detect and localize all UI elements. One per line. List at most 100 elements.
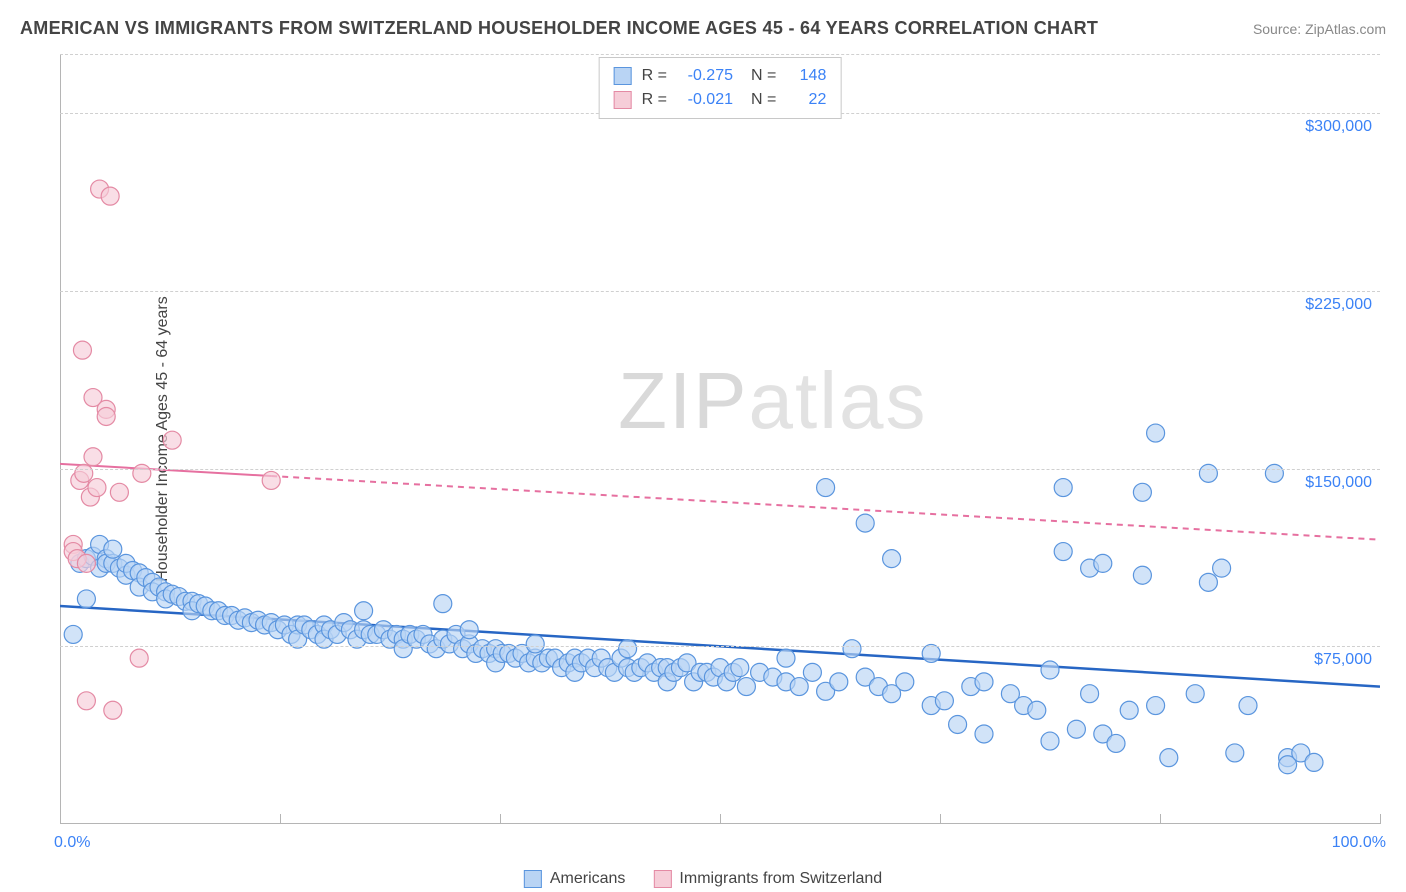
data-point — [790, 678, 808, 696]
x-tick — [720, 814, 721, 824]
x-tick — [280, 814, 281, 824]
data-point — [133, 464, 151, 482]
data-point — [1094, 554, 1112, 572]
legend-swatch — [653, 870, 671, 888]
data-point — [949, 715, 967, 733]
gridline — [60, 291, 1380, 292]
x-min-label: 0.0% — [54, 834, 90, 852]
data-point — [817, 479, 835, 497]
gridline — [60, 646, 1380, 647]
legend-row: R = -0.021 N = 22 — [614, 88, 827, 112]
legend-row: R = -0.275 N = 148 — [614, 64, 827, 88]
data-point — [935, 692, 953, 710]
source-attribution: Source: ZipAtlas.com — [1253, 21, 1386, 37]
legend-swatch — [614, 91, 632, 109]
n-label: N = — [751, 88, 776, 112]
data-point — [1107, 734, 1125, 752]
data-point — [737, 678, 755, 696]
x-tick — [1160, 814, 1161, 824]
data-point — [1133, 483, 1151, 501]
data-point — [619, 640, 637, 658]
data-point — [975, 725, 993, 743]
data-point — [830, 673, 848, 691]
r-value: -0.021 — [677, 88, 733, 112]
data-point — [1147, 424, 1165, 442]
data-point — [896, 673, 914, 691]
data-point — [77, 554, 95, 572]
data-point — [526, 635, 544, 653]
r-label: R = — [642, 64, 667, 88]
legend-label: Immigrants from Switzerland — [679, 870, 882, 888]
stats-legend: R = -0.275 N = 148 R = -0.021 N = 22 — [599, 57, 842, 119]
scatter-plot — [60, 54, 1380, 824]
r-label: R = — [642, 88, 667, 112]
data-point — [1028, 701, 1046, 719]
data-point — [262, 471, 280, 489]
data-point — [104, 540, 122, 558]
legend-swatch — [614, 67, 632, 85]
data-point — [163, 431, 181, 449]
n-label: N = — [751, 64, 776, 88]
data-point — [1199, 573, 1217, 591]
data-point — [1041, 732, 1059, 750]
gridline — [60, 469, 1380, 470]
data-point — [1199, 464, 1217, 482]
data-point — [1120, 701, 1138, 719]
data-point — [975, 673, 993, 691]
x-tick — [1380, 814, 1381, 824]
data-point — [1226, 744, 1244, 762]
x-tick — [500, 814, 501, 824]
x-max-label: 100.0% — [1332, 834, 1386, 852]
legend-swatch — [524, 870, 542, 888]
data-point — [434, 595, 452, 613]
legend-item: Americans — [524, 870, 626, 888]
data-point — [1054, 479, 1072, 497]
y-tick-label: $300,000 — [1305, 118, 1372, 136]
data-point — [1160, 749, 1178, 767]
data-point — [97, 407, 115, 425]
data-point — [731, 659, 749, 677]
data-point — [1265, 464, 1283, 482]
gridline — [60, 54, 1380, 55]
data-point — [843, 640, 861, 658]
data-point — [1067, 720, 1085, 738]
data-point — [110, 483, 128, 501]
x-tick — [60, 814, 61, 824]
data-point — [1147, 697, 1165, 715]
data-point — [75, 464, 93, 482]
data-point — [1305, 753, 1323, 771]
data-point — [1186, 685, 1204, 703]
data-point — [1133, 566, 1151, 584]
data-point — [64, 625, 82, 643]
legend-label: Americans — [550, 870, 626, 888]
r-value: -0.275 — [677, 64, 733, 88]
series-legend: Americans Immigrants from Switzerland — [524, 870, 882, 888]
n-value: 148 — [786, 64, 826, 88]
data-point — [803, 663, 821, 681]
chart-area: ZIPatlas Householder Income Ages 45 - 64… — [60, 54, 1380, 824]
data-point — [1041, 661, 1059, 679]
data-point — [883, 550, 901, 568]
data-point — [130, 649, 148, 667]
y-tick-label: $150,000 — [1305, 474, 1372, 492]
data-point — [104, 701, 122, 719]
data-point — [1054, 543, 1072, 561]
n-value: 22 — [786, 88, 826, 112]
data-point — [73, 341, 91, 359]
data-point — [84, 448, 102, 466]
x-tick — [940, 814, 941, 824]
data-point — [1239, 697, 1257, 715]
data-point — [77, 692, 95, 710]
data-point — [88, 479, 106, 497]
data-point — [856, 514, 874, 532]
data-point — [101, 187, 119, 205]
y-tick-label: $225,000 — [1305, 296, 1372, 314]
legend-item: Immigrants from Switzerland — [653, 870, 882, 888]
data-point — [460, 621, 478, 639]
chart-title: AMERICAN VS IMMIGRANTS FROM SWITZERLAND … — [20, 18, 1098, 39]
data-point — [355, 602, 373, 620]
data-point — [1213, 559, 1231, 577]
data-point — [777, 649, 795, 667]
data-point — [77, 590, 95, 608]
data-point — [1081, 685, 1099, 703]
